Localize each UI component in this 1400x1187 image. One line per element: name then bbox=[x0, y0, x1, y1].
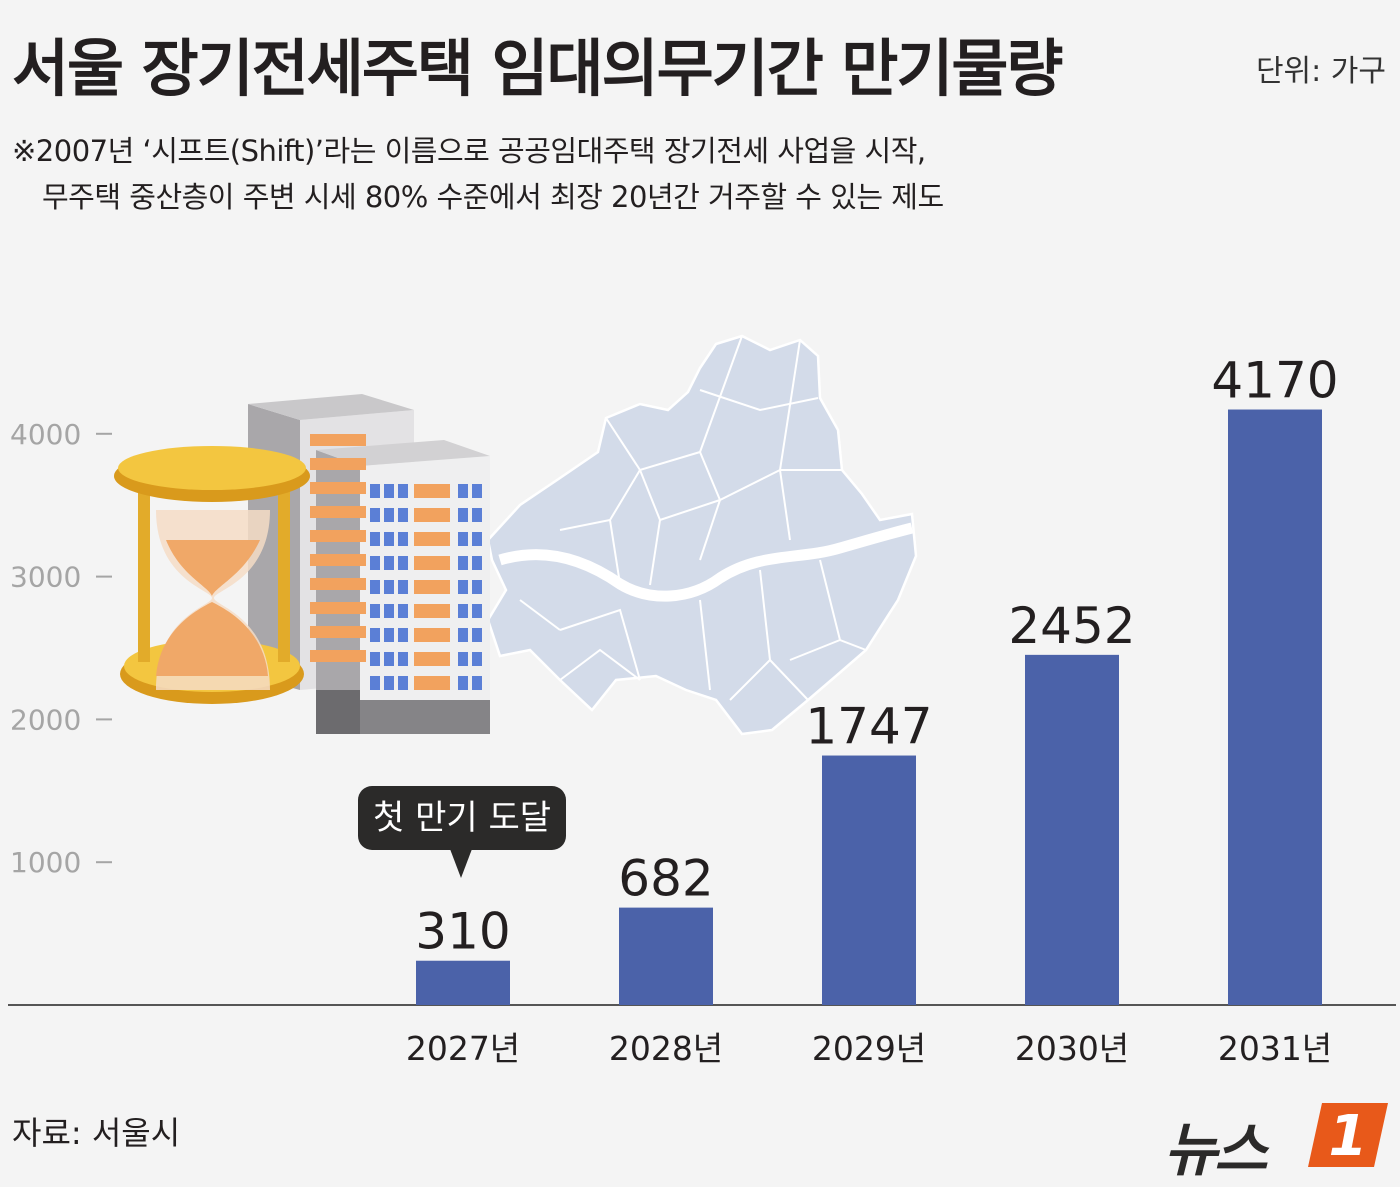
bar-value-label: 4170 bbox=[1211, 352, 1338, 410]
window bbox=[370, 604, 380, 618]
window bbox=[414, 532, 450, 546]
window bbox=[458, 628, 468, 642]
seoul-map-icon bbox=[486, 334, 918, 736]
window bbox=[310, 602, 366, 614]
window bbox=[370, 508, 380, 522]
window bbox=[472, 580, 482, 594]
bar-2030년 bbox=[1025, 654, 1119, 1005]
window bbox=[414, 484, 450, 498]
window bbox=[310, 506, 366, 518]
window bbox=[414, 652, 450, 666]
window bbox=[472, 484, 482, 498]
window bbox=[370, 652, 380, 666]
window bbox=[458, 508, 468, 522]
bar-value-label: 2452 bbox=[1008, 597, 1135, 655]
window bbox=[384, 628, 394, 642]
footnote: ※2007년 ‘시프트(Shift)’라는 이름으로 공공임대주택 장기전세 사… bbox=[12, 128, 944, 220]
x-tick-label: 2028년 bbox=[609, 1029, 723, 1068]
window bbox=[370, 532, 380, 546]
bar-value-label: 1747 bbox=[805, 698, 932, 756]
window bbox=[472, 676, 482, 690]
callout-label: 첫 만기 도달 bbox=[373, 798, 551, 838]
window bbox=[472, 652, 482, 666]
window bbox=[398, 484, 408, 498]
window bbox=[384, 532, 394, 546]
window bbox=[370, 484, 380, 498]
unit-label: 단위: 가구 bbox=[1255, 54, 1386, 89]
window bbox=[414, 508, 450, 522]
window bbox=[458, 556, 468, 570]
window bbox=[384, 676, 394, 690]
window bbox=[472, 556, 482, 570]
window bbox=[310, 578, 366, 590]
window bbox=[414, 556, 450, 570]
window bbox=[472, 508, 482, 522]
window bbox=[310, 434, 366, 446]
window bbox=[398, 604, 408, 618]
window bbox=[384, 604, 394, 618]
window bbox=[370, 676, 380, 690]
window bbox=[458, 580, 468, 594]
bar-value-label: 682 bbox=[618, 850, 713, 908]
window bbox=[458, 676, 468, 690]
logo-mark-digit: 1 bbox=[1329, 1104, 1368, 1169]
y-tick-label: 3000 bbox=[10, 561, 81, 594]
window bbox=[398, 676, 408, 690]
logo-mark: 1 bbox=[1308, 1103, 1388, 1169]
y-tick-label: 1000 bbox=[10, 846, 81, 879]
x-tick-label: 2031년 bbox=[1218, 1029, 1332, 1068]
window bbox=[398, 508, 408, 522]
hourglass-icon bbox=[114, 446, 310, 704]
window bbox=[384, 556, 394, 570]
bar-2031년 bbox=[1228, 409, 1322, 1005]
window bbox=[414, 604, 450, 618]
x-tick-label: 2029년 bbox=[812, 1029, 926, 1068]
window bbox=[310, 482, 366, 494]
window bbox=[472, 628, 482, 642]
footnote-line-1: ※2007년 ‘시프트(Shift)’라는 이름으로 공공임대주택 장기전세 사… bbox=[12, 134, 926, 168]
source-label: 자료: 서울시 bbox=[12, 1114, 181, 1152]
window bbox=[310, 530, 366, 542]
callout-bubble: 첫 만기 도달 bbox=[358, 786, 566, 878]
window bbox=[398, 628, 408, 642]
window bbox=[398, 532, 408, 546]
footnote-line-2: 무주택 중산층이 주변 시세 80% 수준에서 최장 20년간 거주할 수 있는… bbox=[42, 180, 944, 214]
window bbox=[398, 580, 408, 594]
window bbox=[458, 652, 468, 666]
window bbox=[370, 556, 380, 570]
window bbox=[458, 532, 468, 546]
bar-value-label: 310 bbox=[415, 903, 510, 961]
window bbox=[310, 626, 366, 638]
bar-2027년 bbox=[416, 960, 510, 1005]
x-tick-label: 2027년 bbox=[406, 1029, 520, 1068]
bar-2029년 bbox=[822, 755, 916, 1005]
window bbox=[370, 628, 380, 642]
window bbox=[310, 650, 366, 662]
window bbox=[414, 580, 450, 594]
window bbox=[458, 484, 468, 498]
window bbox=[414, 628, 450, 642]
window bbox=[472, 532, 482, 546]
window bbox=[370, 580, 380, 594]
window bbox=[384, 580, 394, 594]
page-title: 서울 장기전세주택 임대의무기간 만기물량 bbox=[12, 32, 1063, 105]
window bbox=[398, 556, 408, 570]
window bbox=[384, 652, 394, 666]
window bbox=[458, 604, 468, 618]
window bbox=[398, 652, 408, 666]
bar-2028년 bbox=[619, 907, 713, 1005]
window bbox=[472, 604, 482, 618]
window bbox=[310, 554, 366, 566]
window bbox=[414, 676, 450, 690]
news1-logo-icon: 뉴스 1 bbox=[1164, 1099, 1392, 1184]
x-tick-label: 2030년 bbox=[1015, 1029, 1129, 1068]
window bbox=[384, 484, 394, 498]
window bbox=[310, 458, 366, 470]
y-tick-label: 2000 bbox=[10, 703, 81, 736]
window bbox=[384, 508, 394, 522]
logo-text: 뉴스 bbox=[1164, 1116, 1268, 1184]
y-tick-label: 4000 bbox=[10, 418, 81, 451]
